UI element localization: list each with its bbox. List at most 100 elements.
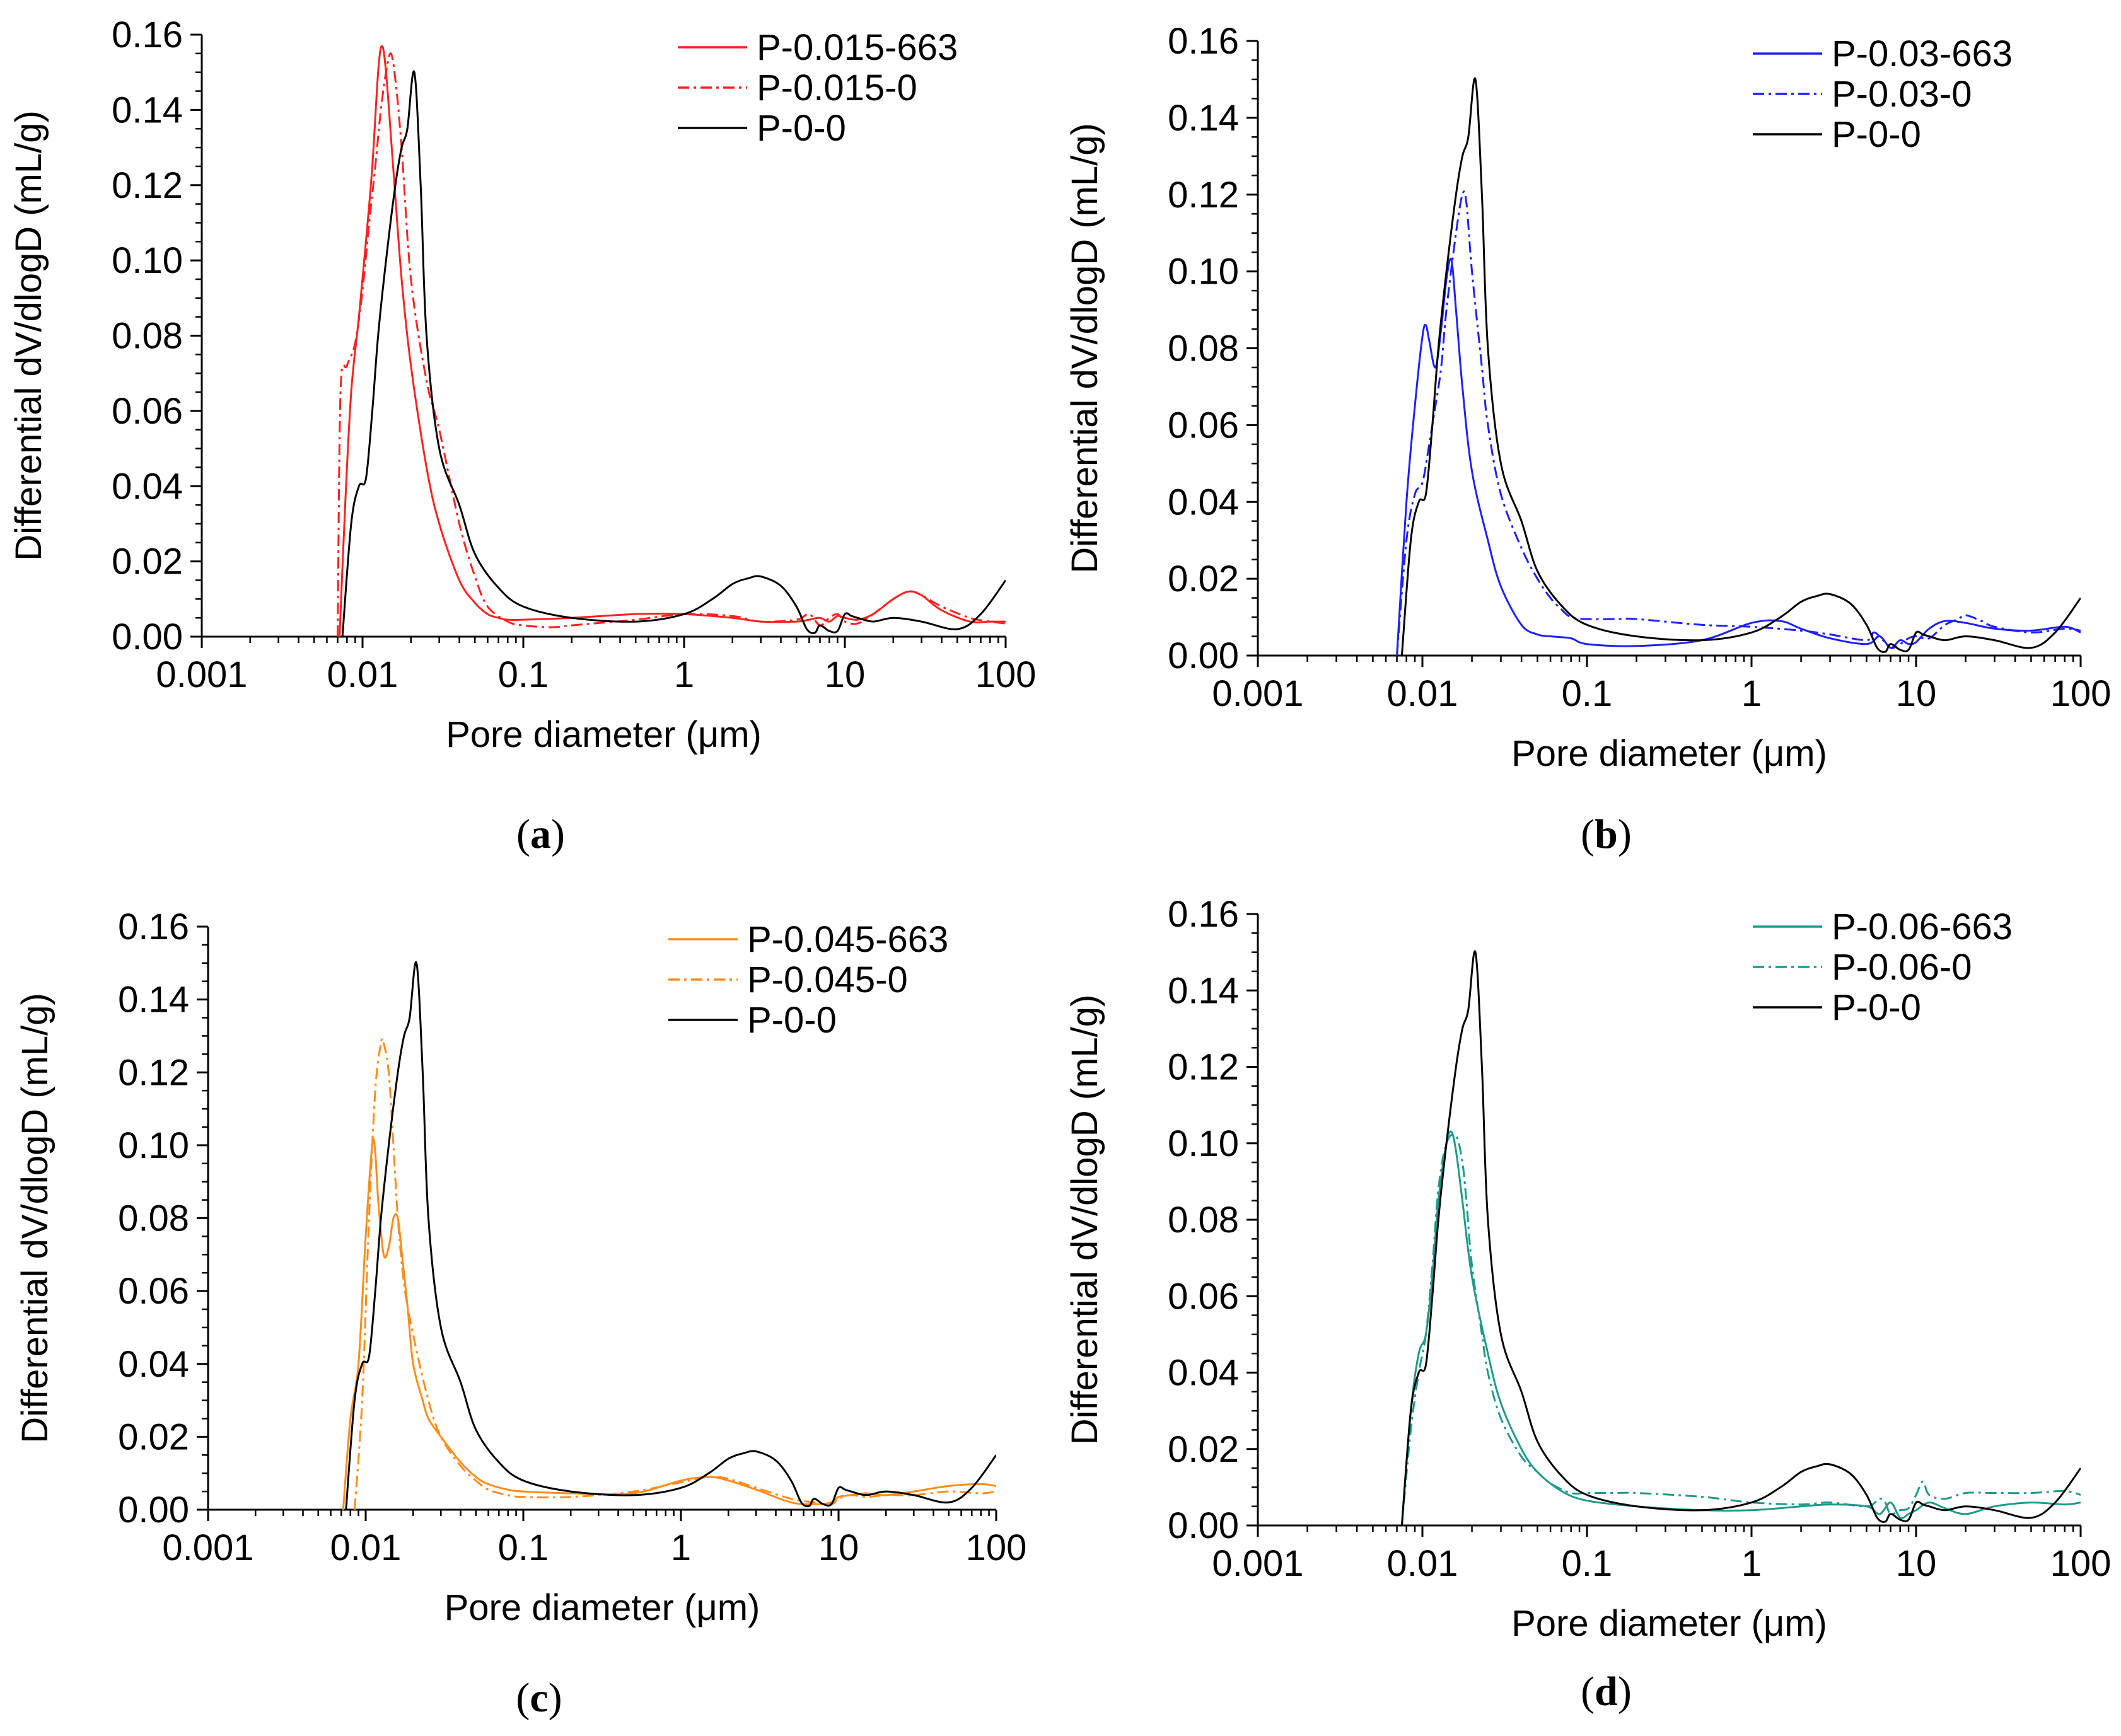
y-axis-title: Differential dV/dlogD (mL/g) xyxy=(1064,995,1105,1445)
legend-label: P-0-0 xyxy=(757,108,846,149)
y-tick-label: 0.10 xyxy=(1168,1123,1239,1164)
x-tick-label: 0.001 xyxy=(162,1527,253,1568)
y-tick-label: 0.02 xyxy=(1168,1429,1239,1470)
x-tick-label: 1 xyxy=(1741,673,1762,714)
y-tick-label: 0.06 xyxy=(1168,1276,1239,1317)
series-line-P-0.015-663 xyxy=(339,45,1006,637)
x-tick-label: 1 xyxy=(1741,1543,1762,1584)
y-tick-label: 0.10 xyxy=(1168,252,1239,292)
panel-letter: b xyxy=(1595,811,1618,857)
x-tick-label: 0.1 xyxy=(498,654,549,695)
x-tick-label: 1 xyxy=(671,1527,691,1568)
x-tick-label: 0.001 xyxy=(1212,673,1303,714)
x-tick-label: 10 xyxy=(825,654,866,695)
legend-label: P-0.06-0 xyxy=(1832,947,1972,988)
y-tick-label: 0.10 xyxy=(112,240,183,281)
legend-label: P-0.03-0 xyxy=(1832,74,1972,115)
x-tick-label: 0.01 xyxy=(330,1527,402,1568)
x-tick-label: 10 xyxy=(1896,673,1937,714)
y-axis-title: Differential dV/dlogD (mL/g) xyxy=(8,110,49,561)
legend-label: P-0.045-0 xyxy=(747,959,908,1000)
y-tick-label: 0.12 xyxy=(1168,1047,1239,1088)
y-tick-label: 0.04 xyxy=(1168,1353,1239,1394)
y-tick-label: 0.02 xyxy=(118,1416,189,1457)
panel-b-chart: 0.00 0.02 0.04 0.06 0.08 0.10 0.12 0.14 0.16 0.00… xyxy=(1064,21,2112,857)
series-line-P-0.06-663 xyxy=(1400,1130,2081,1525)
y-tick-label: 0.00 xyxy=(112,616,183,657)
series-line-P-0.03-0 xyxy=(1396,190,2081,656)
panel-d-chart: 0.00 0.02 0.04 0.06 0.08 0.10 0.12 0.14 0.16 0.00… xyxy=(1064,894,2112,1715)
x-tick-label: 100 xyxy=(2050,673,2112,714)
legend-label: P-0.06-663 xyxy=(1832,906,2013,947)
y-tick-label: 0.08 xyxy=(118,1198,189,1239)
y-tick-label: 0.16 xyxy=(1168,894,1239,935)
y-tick-label: 0.16 xyxy=(118,906,189,947)
x-tick-label: 0.1 xyxy=(1562,673,1613,714)
legend-label: P-0-0 xyxy=(747,1000,837,1041)
y-tick-label: 0.00 xyxy=(118,1490,189,1531)
x-tick-label: 1 xyxy=(674,654,694,695)
panel-label: (a) xyxy=(516,811,565,857)
x-tick-label: 0.001 xyxy=(1212,1543,1303,1584)
y-tick-label: 0.06 xyxy=(118,1271,189,1312)
panel-label: (b) xyxy=(1581,811,1632,857)
x-tick-label: 0.01 xyxy=(1387,673,1458,714)
legend-label: P-0.03-663 xyxy=(1832,33,2013,74)
y-tick-label: 0.06 xyxy=(1168,405,1239,446)
panel-letter: c xyxy=(530,1675,548,1721)
legend-label: P-0-0 xyxy=(1832,114,1921,155)
y-tick-label: 0.12 xyxy=(112,165,183,206)
x-tick-label: 0.1 xyxy=(1562,1543,1613,1584)
y-tick-label: 0.10 xyxy=(118,1125,189,1166)
panel-letter: a xyxy=(530,811,551,857)
series-line-P-0-0 xyxy=(1400,77,2081,656)
panel-letter: d xyxy=(1595,1669,1618,1715)
x-tick-label: 10 xyxy=(818,1527,859,1568)
x-tick-label: 0.01 xyxy=(1387,1543,1458,1584)
y-axis-title: Differential dV/dlogD (mL/g) xyxy=(15,993,55,1444)
x-tick-label: 0.001 xyxy=(156,654,247,695)
y-tick-label: 0.12 xyxy=(118,1052,189,1093)
y-tick-label: 0.02 xyxy=(112,541,183,582)
y-tick-label: 0.08 xyxy=(1168,1200,1239,1241)
x-tick-label: 0.1 xyxy=(498,1527,549,1568)
panel-label: (c) xyxy=(516,1675,562,1721)
series-line-P-0.03-663 xyxy=(1396,258,2081,656)
y-tick-label: 0.06 xyxy=(112,391,183,432)
y-tick-label: 0.16 xyxy=(112,14,183,55)
y-tick-label: 0.00 xyxy=(1168,1505,1239,1546)
y-tick-label: 0.04 xyxy=(1168,482,1239,523)
series-line-P-0.015-0 xyxy=(337,52,1006,637)
y-tick-label: 0.08 xyxy=(112,316,183,357)
y-tick-label: 0.14 xyxy=(112,90,183,130)
series-line-P-0-0 xyxy=(341,70,1006,637)
legend-label: P-0.015-0 xyxy=(757,67,917,108)
series-line-P-0.06-0 xyxy=(1400,1133,2081,1525)
panel-a-chart: 0.00 0.02 0.04 0.06 0.08 0.10 0.12 0.14 0.16 0.00… xyxy=(8,14,1036,857)
y-tick-label: 0.14 xyxy=(1168,970,1239,1011)
x-axis-title: Pore diameter (μm) xyxy=(1511,1603,1827,1644)
y-tick-label: 0.14 xyxy=(1168,98,1239,139)
y-tick-label: 0.00 xyxy=(1168,635,1239,676)
series-line-P-0.045-0 xyxy=(353,1037,996,1510)
panel-label: (d) xyxy=(1581,1669,1632,1715)
x-axis-title: Pore diameter (μm) xyxy=(445,1587,760,1628)
panel-c-chart: 0.00 0.02 0.04 0.06 0.08 0.10 0.12 0.14 0.16 0.00… xyxy=(15,906,1027,1721)
series-line-P-0-0 xyxy=(345,961,996,1510)
series-line-P-0.045-663 xyxy=(342,1138,996,1510)
y-tick-label: 0.16 xyxy=(1168,21,1239,62)
y-tick-label: 0.08 xyxy=(1168,328,1239,369)
x-axis-title: Pore diameter (μm) xyxy=(446,714,762,755)
x-tick-label: 10 xyxy=(1896,1543,1937,1584)
x-tick-label: 100 xyxy=(966,1527,1027,1568)
legend-label: P-0.015-663 xyxy=(757,27,958,68)
y-tick-label: 0.02 xyxy=(1168,558,1239,599)
legend-label: P-0.045-663 xyxy=(747,919,948,960)
y-tick-label: 0.14 xyxy=(118,980,189,1021)
series-line-P-0-0 xyxy=(1400,950,2081,1525)
x-axis-title: Pore diameter (μm) xyxy=(1511,733,1827,774)
legend-label: P-0-0 xyxy=(1832,987,1921,1028)
x-tick-label: 100 xyxy=(2050,1543,2112,1584)
x-tick-label: 0.01 xyxy=(327,654,398,695)
